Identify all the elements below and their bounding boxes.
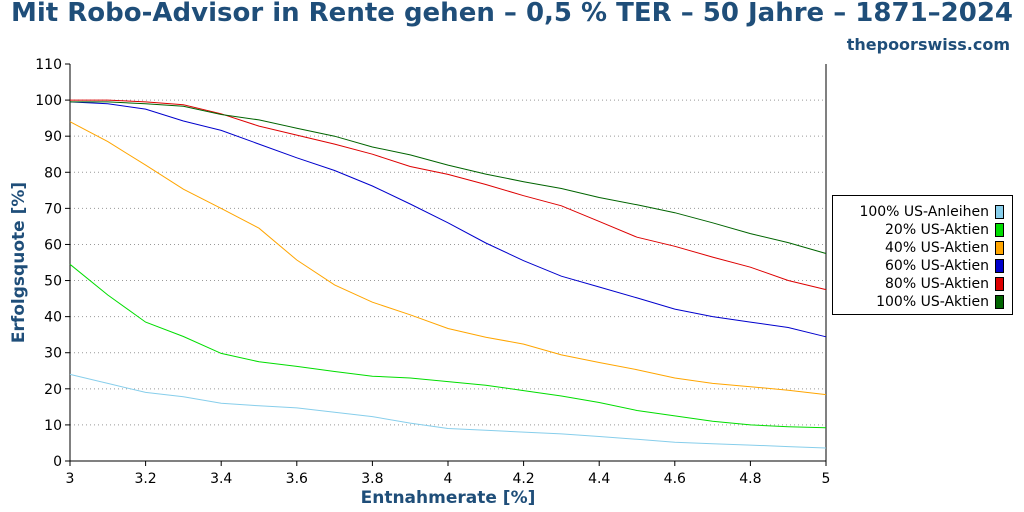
series-lines (69, 99, 827, 449)
y-tick-label: 110 (35, 57, 62, 73)
x-tick-label: 3 (66, 471, 75, 487)
legend-label: 20% US-Aktien (885, 222, 989, 238)
legend-item: 40% US-Aktien (833, 239, 1012, 257)
y-axis-title: Erfolgsquote [%] (9, 182, 29, 343)
y-tick-label: 100 (35, 93, 62, 109)
x-tick-label: 3.8 (361, 471, 383, 487)
y-tick-label: 60 (44, 237, 62, 253)
series-line-3 (69, 101, 827, 338)
series-line-1 (69, 263, 827, 429)
x-tick-label: 4.4 (588, 471, 610, 487)
legend-item: 100% US-Aktien (833, 293, 1012, 311)
grid-lines (70, 99, 826, 426)
y-tick-label: 90 (44, 129, 62, 145)
chart-title: Mit Robo-Advisor in Rente gehen – 0,5 % … (10, 0, 1014, 28)
y-tick-label: 50 (44, 274, 62, 290)
site-watermark: thepoorswiss.com (846, 35, 1010, 54)
x-tick-label: 5 (822, 471, 831, 487)
chart-legend: 100% US-Anleihen 20% US-Aktien 40% US-Akti… (832, 195, 1013, 315)
tick-labels: 0 10 20 30 40 50 60 70 80 90 100 110 3 3.2 3.4 3.6 3.8 4 4… (35, 57, 830, 487)
y-tick-label: 30 (44, 346, 62, 362)
y-tick-label: 20 (44, 382, 62, 398)
legend-label: 100% US-Anleihen (859, 204, 989, 220)
legend-label: 80% US-Aktien (885, 276, 989, 292)
series-line-2 (69, 121, 827, 396)
x-tick-label: 4 (444, 471, 453, 487)
x-tick-label: 4.6 (664, 471, 686, 487)
y-tick-label: 40 (44, 310, 62, 326)
legend-swatch (995, 277, 1004, 291)
legend-item: 60% US-Aktien (833, 257, 1012, 275)
legend-swatch (995, 205, 1004, 219)
y-tick-label: 70 (44, 201, 62, 217)
legend-item: 20% US-Aktien (833, 221, 1012, 239)
x-tick-label: 4.2 (512, 471, 534, 487)
series-line-5 (70, 101, 827, 254)
series-line-4 (70, 99, 827, 291)
legend-swatch (995, 295, 1004, 309)
x-tick-label: 4.8 (739, 471, 761, 487)
legend-item: 80% US-Aktien (833, 275, 1012, 293)
series-line-0 (69, 373, 827, 449)
legend-swatch (995, 223, 1004, 237)
x-tick-label: 3.2 (134, 471, 156, 487)
axes (65, 63, 827, 466)
y-tick-label: 80 (44, 165, 62, 181)
legend-label: 40% US-Aktien (885, 240, 989, 256)
legend-swatch (995, 259, 1004, 273)
legend-label: 100% US-Aktien (876, 294, 989, 310)
x-tick-label: 3.6 (286, 471, 308, 487)
legend-item: 100% US-Anleihen (833, 203, 1012, 221)
y-tick-label: 0 (53, 454, 62, 470)
legend-swatch (995, 241, 1004, 255)
x-axis-title: Entnahmerate [%] (361, 488, 536, 508)
legend-label: 60% US-Aktien (885, 258, 989, 274)
x-tick-label: 3.4 (210, 471, 232, 487)
y-tick-label: 10 (44, 418, 62, 434)
